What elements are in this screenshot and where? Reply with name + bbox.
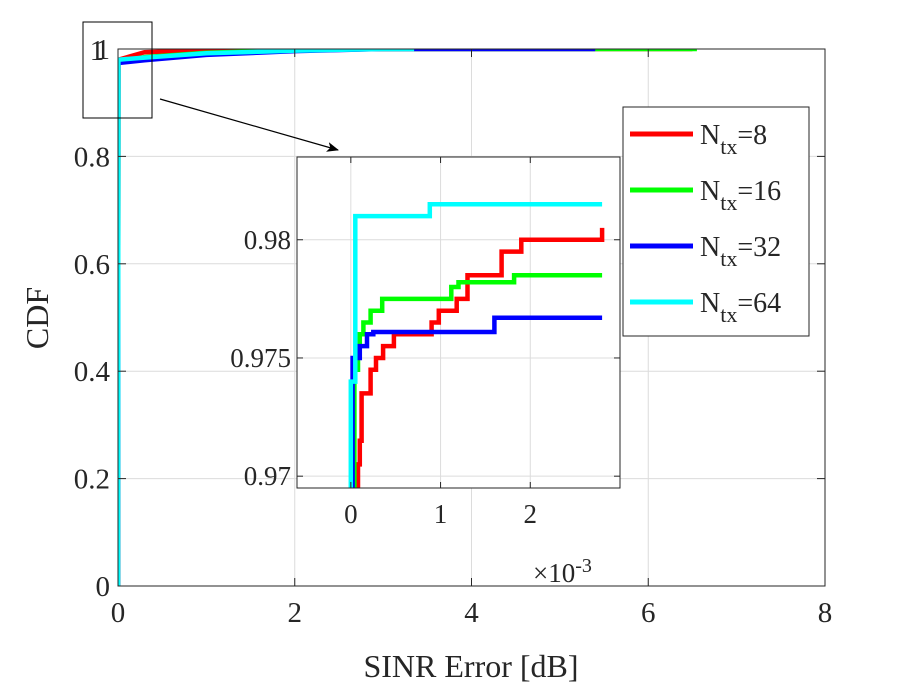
legend-label: Ntx=8 (700, 120, 767, 159)
inset-ticks: 0 1 2 0.97 0.975 0.98 (230, 157, 620, 529)
inset-y-tick-label: 0.98 (244, 225, 291, 255)
main-y-tick-label: 0.8 (74, 141, 110, 173)
inset-series-n-tx-64 (348, 202, 603, 488)
main-y-tick-label: 0.2 (74, 464, 110, 496)
main-y-tick-label: 0.4 (74, 356, 111, 388)
inset-plot-area (297, 157, 620, 488)
zoom-box (82, 21, 153, 119)
x-axis-title: SINR Error [dB] (363, 648, 578, 684)
y-axis-title: CDF (19, 287, 55, 349)
inset-series-n-tx-8 (355, 227, 605, 488)
legend-label: Ntx=64 (700, 288, 781, 327)
inset-x-tick-label: 0 (344, 499, 358, 529)
legend-box (622, 106, 810, 337)
main-x-tick-label: 8 (818, 597, 833, 629)
main-x-tick-label: 4 (464, 597, 479, 629)
main-x-tick-label: 6 (641, 597, 656, 629)
legend: Ntx=8 Ntx=16 Ntx=32 Ntx=64 (622, 106, 810, 337)
inset-y-tick-label: 0.97 (244, 461, 291, 491)
inset-axes-box (296, 156, 621, 489)
inset-series (348, 202, 605, 488)
main-ticks: 0 2 4 6 8 0 0.2 0.4 0.6 0.8 1 (74, 34, 833, 629)
legend-label: Ntx=32 (700, 232, 781, 271)
legend-label: Ntx=16 (700, 176, 781, 215)
main-y-tick-label: 1 (96, 34, 111, 66)
inset-x-tick-label: 1 (434, 499, 448, 529)
main-y-tick-label: 0.6 (74, 249, 110, 281)
zoom-arrow (159, 98, 339, 152)
main-x-tick-label: 2 (288, 597, 303, 629)
inset-y-tick-label: 0.975 (230, 343, 291, 373)
inset-x-exponent: ×10-3 (533, 555, 592, 588)
main-x-tick-label: 0 (111, 597, 126, 629)
zoom-box-label: 1 (90, 35, 105, 67)
main-y-tick-label: 0 (96, 571, 111, 603)
inset-x-tick-label: 2 (524, 499, 538, 529)
